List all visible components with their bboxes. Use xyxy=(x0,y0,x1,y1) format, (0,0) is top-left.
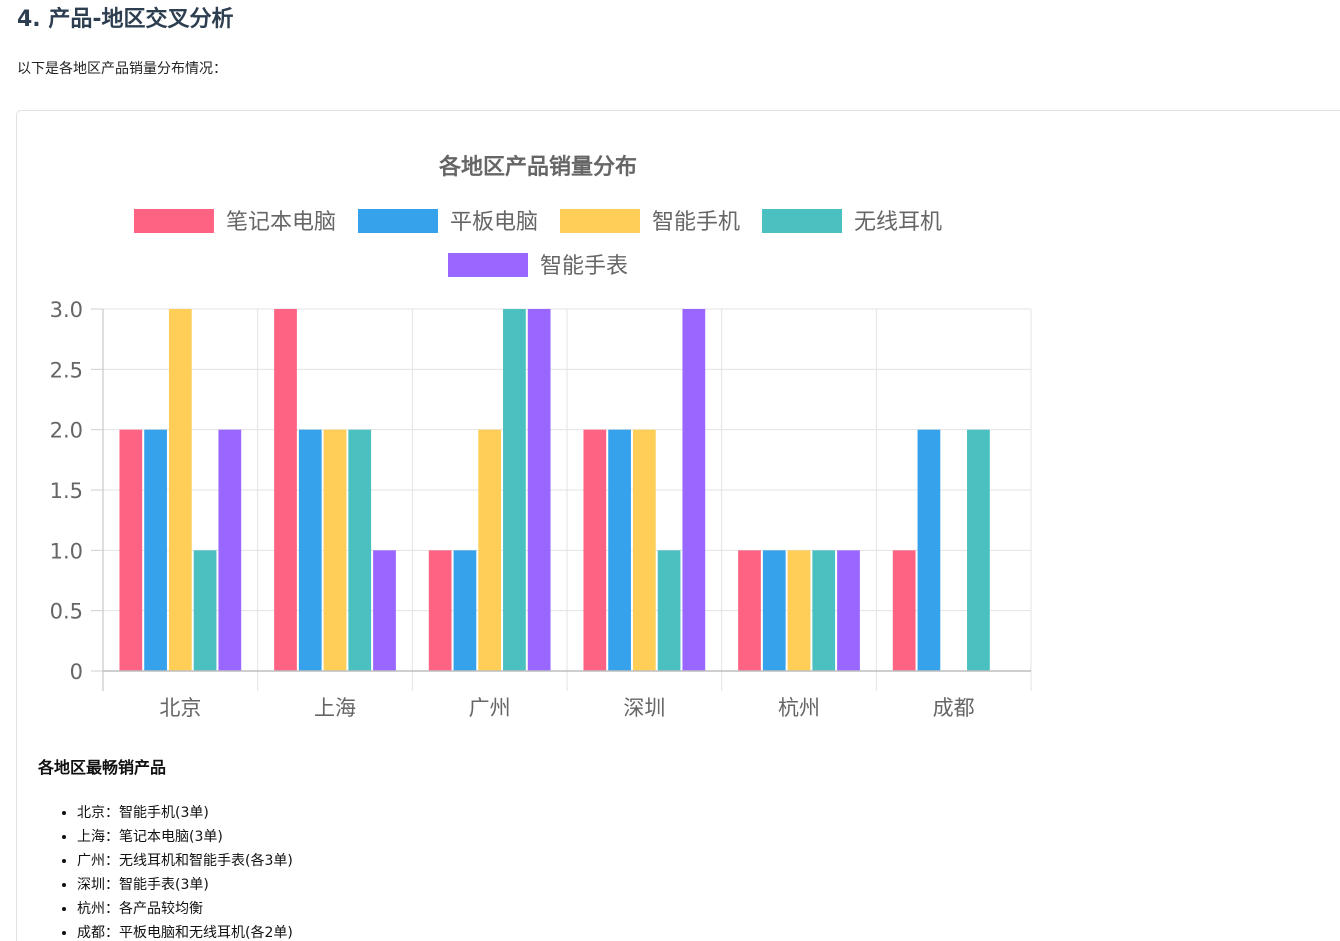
x-tick-label: 广州 xyxy=(469,696,511,720)
bar xyxy=(274,309,297,671)
list-item: 广州：无线耳机和智能手表(各3单) xyxy=(77,849,293,873)
bar xyxy=(298,429,322,671)
bar xyxy=(657,550,681,671)
chart-title: 各地区产品销量分布 xyxy=(438,154,637,180)
list-item: 上海：笔记本电脑(3单) xyxy=(77,825,293,849)
x-tick-label: 深圳 xyxy=(623,696,665,720)
bar xyxy=(478,429,502,671)
legend-swatch[interactable] xyxy=(357,209,438,233)
bar xyxy=(193,550,217,671)
legend-label[interactable]: 无线耳机 xyxy=(854,210,942,235)
bar xyxy=(527,309,551,671)
best-sellers-list: 北京：智能手机(3单) 上海：笔记本电脑(3单) 广州：无线耳机和智能手表(各3… xyxy=(38,801,293,941)
y-tick-label: 0.5 xyxy=(50,600,83,624)
bar xyxy=(503,309,526,671)
chart-axes: 0 0.5 1.0 1.5 2.0 2.5 3.0 北京 上海 广州 深圳 杭州 成都 xyxy=(50,298,1031,720)
bar xyxy=(144,429,167,671)
bar xyxy=(762,550,786,671)
bar xyxy=(218,429,242,671)
bar xyxy=(682,309,706,671)
x-tick-label: 成都 xyxy=(933,696,975,720)
chart-bars xyxy=(119,309,990,671)
list-item: 北京：智能手机(3单) xyxy=(77,801,293,825)
best-sellers-title: 各地区最畅销产品 xyxy=(38,758,167,777)
legend-label[interactable]: 智能手机 xyxy=(652,210,740,235)
bar xyxy=(119,429,143,671)
chart-grid xyxy=(102,308,1032,691)
bar xyxy=(608,429,631,671)
bar xyxy=(738,550,761,671)
bar xyxy=(812,550,836,671)
legend-label[interactable]: 平板电脑 xyxy=(450,210,538,235)
list-item: 成都：平板电脑和无线耳机(各2单) xyxy=(77,921,293,941)
legend-label[interactable]: 笔记本电脑 xyxy=(226,210,336,235)
bar xyxy=(787,550,811,671)
y-tick-label: 1.0 xyxy=(50,539,83,563)
legend-swatch[interactable] xyxy=(447,253,528,277)
x-tick-label: 上海 xyxy=(314,696,356,720)
x-tick-label: 杭州 xyxy=(778,696,820,720)
y-tick-label: 2.0 xyxy=(50,419,83,443)
bar xyxy=(892,550,916,671)
legend-swatch[interactable] xyxy=(762,209,843,233)
bar xyxy=(632,429,656,671)
bar xyxy=(837,550,860,671)
y-tick-label: 2.5 xyxy=(50,358,83,382)
legend-swatch[interactable] xyxy=(133,209,214,233)
x-tick-label: 北京 xyxy=(159,696,201,720)
bar xyxy=(453,550,477,671)
list-item: 深圳：智能手表(3单) xyxy=(77,873,293,897)
chart-card: 各地区产品销量分布 笔记本电脑 平板电脑 智能手机 无线耳机智能手表 0 0.5 1.0 1… xyxy=(16,110,1340,941)
legend-label[interactable]: 智能手表 xyxy=(540,254,628,279)
y-tick-label: 1.5 xyxy=(50,479,83,503)
bar xyxy=(323,429,347,671)
bar xyxy=(428,550,452,671)
section-title: 4. 产品-地区交叉分析 xyxy=(17,7,234,32)
intro-text: 以下是各地区产品销量分布情况： xyxy=(17,61,227,77)
list-item: 杭州：各产品较均衡 xyxy=(77,897,293,921)
y-tick-label: 3.0 xyxy=(50,298,83,322)
y-tick-label: 0 xyxy=(70,660,83,684)
bar xyxy=(917,429,941,671)
bar xyxy=(583,429,607,671)
legend-swatch[interactable] xyxy=(560,209,640,233)
bar xyxy=(348,429,372,671)
bar xyxy=(967,429,990,671)
bar xyxy=(373,550,396,671)
bar xyxy=(168,309,192,671)
